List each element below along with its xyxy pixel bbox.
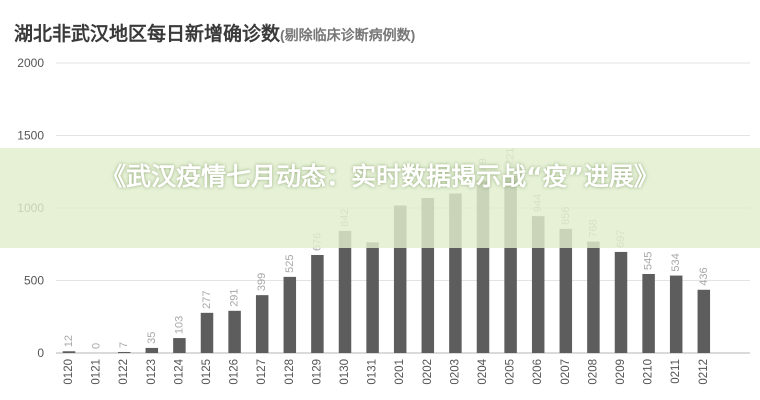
x-tick-label: 0128	[284, 359, 296, 385]
bar	[669, 275, 683, 353]
x-tick-label: 0129	[311, 359, 323, 385]
x-tick-label: 0206	[532, 359, 544, 385]
x-tick-label: 0212	[698, 359, 710, 385]
x-tick-label: 0124	[173, 358, 185, 384]
data-label: 7	[118, 342, 130, 348]
x-tick-label: 0208	[587, 359, 599, 385]
x-tick-label: 0211	[670, 359, 682, 384]
data-label: 436	[698, 267, 710, 285]
x-tick-label: 0122	[118, 359, 130, 385]
bar	[366, 242, 379, 353]
x-tick-labels: 0120 0121 0122 0123 0124 0125 0126 0127 0128 0129…	[63, 358, 710, 384]
bar	[587, 241, 600, 353]
data-label: 277	[201, 290, 213, 308]
x-tick-label: 0125	[201, 359, 213, 385]
chart-title: 湖北非武汉地区每日新增确诊数(剔除临床诊断病例数)	[14, 11, 415, 48]
data-label: 291	[229, 288, 241, 306]
bar	[559, 228, 573, 353]
bar	[697, 289, 711, 353]
headline-banner: 《武汉疫情七月动态：实时数据揭示战“疫”进展》	[0, 148, 760, 248]
bar	[311, 254, 324, 353]
x-tick-label: 0204	[477, 358, 489, 384]
bar	[145, 347, 159, 353]
y-tick-label: 0	[37, 346, 44, 360]
y-tick-label: 1500	[17, 129, 44, 143]
bar	[62, 351, 76, 353]
x-tick-label: 0201	[394, 359, 406, 385]
bar	[200, 312, 214, 353]
x-tick-label: 0123	[146, 359, 158, 385]
data-label: 534	[670, 253, 682, 271]
x-tick-label: 0203	[449, 359, 461, 385]
data-label: 35	[146, 332, 158, 344]
x-tick-label: 0209	[615, 359, 627, 385]
data-label: 525	[284, 255, 296, 273]
x-tick-label: 0205	[505, 359, 517, 385]
data-label: 399	[256, 273, 268, 291]
y-tick-label: 2000	[17, 56, 44, 70]
bar	[642, 273, 655, 353]
bar	[255, 295, 269, 353]
x-tick-label: 0202	[422, 359, 434, 385]
bar	[531, 216, 545, 353]
bar	[228, 310, 241, 353]
bar	[283, 276, 297, 353]
bar	[338, 230, 352, 353]
x-tick-label: 0126	[229, 359, 241, 385]
data-label: 12	[63, 335, 75, 347]
data-label: 0	[91, 343, 103, 349]
bar	[614, 251, 628, 353]
y-tick-label: 500	[24, 274, 44, 288]
data-label: 545	[643, 252, 655, 270]
bar	[117, 351, 131, 353]
chart-title-main: 湖北非武汉地区每日新增确诊数	[14, 24, 281, 45]
headline-text: 《武汉疫情七月动态：实时数据揭示战“疫”进展》	[101, 162, 659, 191]
x-tick-label: 0120	[63, 359, 75, 385]
x-tick-label: 0127	[256, 359, 268, 385]
bar	[173, 338, 186, 353]
x-tick-label: 0131	[367, 359, 379, 385]
x-tick-label: 0130	[339, 359, 351, 385]
data-label: 103	[173, 316, 185, 334]
x-tick-label: 0207	[560, 359, 572, 385]
x-tick-label: 0210	[643, 359, 655, 385]
x-tick-label: 0121	[91, 359, 103, 385]
chart-subtitle: (剔除临床诊断病例数)	[280, 27, 416, 43]
